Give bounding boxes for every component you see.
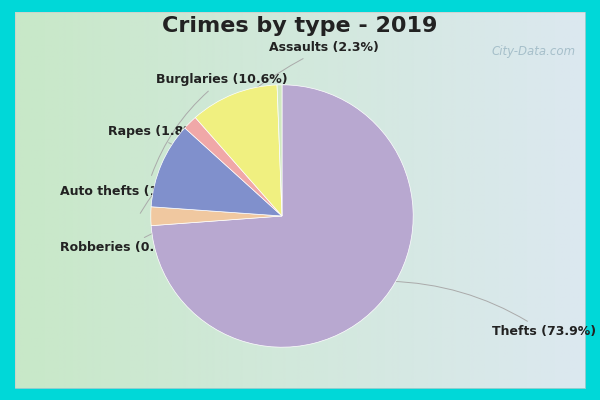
- Wedge shape: [151, 207, 282, 226]
- Text: Assaults (2.3%): Assaults (2.3%): [140, 42, 379, 213]
- Wedge shape: [151, 128, 282, 216]
- Wedge shape: [185, 118, 282, 216]
- Text: Robberies (0.6%): Robberies (0.6%): [60, 123, 278, 254]
- Wedge shape: [151, 85, 413, 347]
- Text: Auto thefts (10.9%): Auto thefts (10.9%): [60, 129, 228, 198]
- Wedge shape: [277, 85, 282, 216]
- Text: Rapes (1.8%): Rapes (1.8%): [108, 126, 202, 147]
- Text: Burglaries (10.6%): Burglaries (10.6%): [152, 74, 287, 176]
- Text: Crimes by type - 2019: Crimes by type - 2019: [163, 16, 437, 36]
- Text: Thefts (73.9%): Thefts (73.9%): [389, 281, 596, 338]
- Wedge shape: [196, 85, 282, 216]
- Text: City-Data.com: City-Data.com: [492, 46, 576, 58]
